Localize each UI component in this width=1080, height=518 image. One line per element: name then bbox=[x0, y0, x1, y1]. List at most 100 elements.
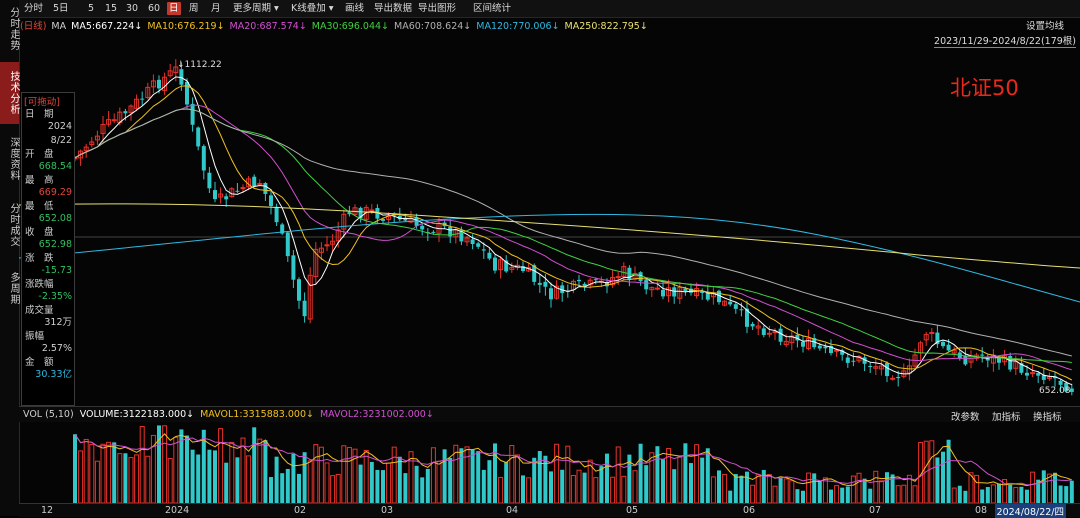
vol-bar-167 bbox=[1008, 484, 1013, 503]
vol-bar-102 bbox=[644, 465, 649, 503]
vol-bar-20 bbox=[185, 435, 189, 503]
toolbar-item-12[interactable]: 导出数据 bbox=[374, 3, 413, 14]
toolbar-item-5[interactable]: 60 bbox=[148, 3, 161, 14]
candle-body-140 bbox=[856, 355, 862, 362]
vol-bar-176 bbox=[1058, 485, 1063, 503]
candle-body-165 bbox=[997, 357, 1001, 363]
side-tab-4[interactable]: 多周期 bbox=[8, 271, 19, 305]
vol-bar-105 bbox=[661, 459, 665, 503]
vol-button-2[interactable]: 换指标 bbox=[1033, 412, 1062, 423]
vol-button-0[interactable]: 改参数 bbox=[951, 412, 980, 423]
side-tab-3[interactable]: 分时成交 bbox=[8, 203, 19, 247]
vol-bar-87 bbox=[560, 469, 565, 503]
toolbar-item-2[interactable]: 5 bbox=[88, 3, 95, 14]
side-tab-0[interactable]: 分时走势 bbox=[8, 7, 19, 51]
info-value-7: -2.35% bbox=[38, 291, 72, 302]
vol-bar-57 bbox=[391, 446, 397, 503]
toolbar-item-1[interactable]: 5日 bbox=[53, 3, 69, 14]
vol-bar-26 bbox=[218, 428, 224, 503]
toolbar-item-9[interactable]: 更多周期 ▾ bbox=[233, 3, 279, 14]
vol-bar-116 bbox=[722, 473, 728, 503]
candle-body-6 bbox=[106, 119, 112, 125]
info-label-10: 金 额 bbox=[25, 357, 54, 368]
date-range-label[interactable]: 2023/11/29-2024/8/22(179根) bbox=[934, 33, 1076, 48]
x-axis: 2024/08/22/四 12 2024 02 03 04 05 06 07 08 bbox=[19, 503, 1080, 518]
toolbar-item-0[interactable]: 分时 bbox=[24, 3, 44, 14]
vol-bar-67 bbox=[448, 457, 453, 503]
vol-bar-53 bbox=[369, 461, 374, 503]
vol-bar-98 bbox=[621, 475, 627, 503]
vol-bar-130 bbox=[801, 490, 805, 503]
side-tab-2[interactable]: 深度资料 bbox=[8, 137, 19, 181]
vol-bar-39 bbox=[291, 453, 296, 503]
info-value-8: 312万 bbox=[44, 317, 72, 328]
toolbar-item-3[interactable]: 15 bbox=[105, 3, 118, 14]
vol-bar-111 bbox=[694, 444, 700, 503]
x-tick-8: 08 bbox=[975, 505, 988, 516]
toolbar-item-8[interactable]: 月 bbox=[211, 3, 221, 14]
info-value-0: 2024 bbox=[47, 121, 72, 132]
vol-bar-6 bbox=[106, 441, 112, 503]
toolbar-item-10[interactable]: K线叠加 ▾ bbox=[291, 3, 334, 14]
toolbar-item-13[interactable]: 导出图形 bbox=[418, 3, 457, 14]
info-label-7: 涨跌幅 bbox=[25, 279, 54, 290]
candle-body-76 bbox=[498, 259, 504, 271]
candle-body-95 bbox=[605, 282, 609, 287]
vol-bar-41 bbox=[302, 452, 307, 503]
vol-bar-118 bbox=[733, 474, 738, 503]
candle-body-34 bbox=[263, 183, 268, 194]
candle-body-131 bbox=[806, 337, 812, 349]
candle-body-171 bbox=[1030, 372, 1036, 375]
vol-bar-132 bbox=[812, 473, 817, 503]
vol-bar-10 bbox=[128, 457, 134, 503]
candlestick-chart[interactable]: ↓1112.22 652.08 bbox=[19, 40, 1080, 406]
candle-body-156 bbox=[946, 344, 951, 351]
vol-bar-128 bbox=[789, 480, 795, 503]
ma-settings-link[interactable]: 设置均线 bbox=[1025, 21, 1064, 32]
vol-bar-129 bbox=[795, 489, 800, 503]
current-date-label: 2024/08/22/四 bbox=[994, 504, 1066, 518]
candle-body-169 bbox=[1019, 363, 1024, 373]
candle-body-20 bbox=[185, 81, 189, 105]
vol-bar-62 bbox=[420, 477, 425, 503]
candle-body-60 bbox=[408, 218, 414, 223]
vol-bar-137 bbox=[840, 487, 845, 503]
info-panel[interactable]: [可拖动] 日 期 2024 8/22 开 盘 668.54 最 高 669.29 最 低 65… bbox=[21, 92, 75, 406]
candle-body-17 bbox=[167, 70, 173, 77]
vol-bar-117 bbox=[728, 490, 733, 503]
vol-bar-52 bbox=[363, 449, 369, 503]
candle-body-146 bbox=[890, 377, 896, 380]
vol-bar-172 bbox=[1036, 479, 1041, 503]
x-tick-4: 04 bbox=[506, 505, 519, 516]
candle-body-84 bbox=[543, 281, 548, 287]
info-panel-drag-header[interactable]: [可拖动] bbox=[24, 97, 60, 108]
candle-body-10 bbox=[128, 105, 134, 113]
volume-chart[interactable] bbox=[19, 421, 1080, 503]
candle-body-123 bbox=[761, 328, 766, 335]
candle-body-144 bbox=[878, 365, 884, 370]
vol-legend-item-0: VOL (5,10) bbox=[23, 409, 74, 420]
candle-body-69 bbox=[459, 230, 464, 242]
toolbar-item-11[interactable]: 画线 bbox=[345, 3, 365, 14]
side-tab-1[interactable]: 技术分析 bbox=[0, 62, 19, 124]
vol-bar-2 bbox=[83, 438, 89, 503]
candle-body-113 bbox=[705, 292, 710, 300]
vol-bar-30 bbox=[240, 437, 246, 503]
toolbar-item-4[interactable]: 30 bbox=[126, 3, 139, 14]
candle-body-82 bbox=[532, 265, 537, 282]
info-label-6: 涨 跌 bbox=[25, 253, 54, 264]
vol-bar-22 bbox=[196, 454, 201, 503]
toolbar-item-6[interactable]: 日 bbox=[167, 2, 181, 15]
vol-bar-90 bbox=[576, 469, 582, 503]
vol-button-1[interactable]: 加指标 bbox=[992, 412, 1021, 423]
toolbar-item-14[interactable]: 区间统计 bbox=[473, 3, 512, 14]
vol-bar-91 bbox=[582, 472, 587, 503]
candle-body-105 bbox=[661, 289, 665, 297]
candle-body-135 bbox=[829, 345, 833, 354]
vol-bar-150 bbox=[912, 485, 918, 503]
candle-body-92 bbox=[587, 279, 593, 286]
candle-body-13 bbox=[145, 86, 151, 98]
candle-body-154 bbox=[935, 332, 940, 345]
toolbar-item-7[interactable]: 周 bbox=[189, 3, 199, 14]
vol-bar-0 bbox=[73, 434, 77, 503]
